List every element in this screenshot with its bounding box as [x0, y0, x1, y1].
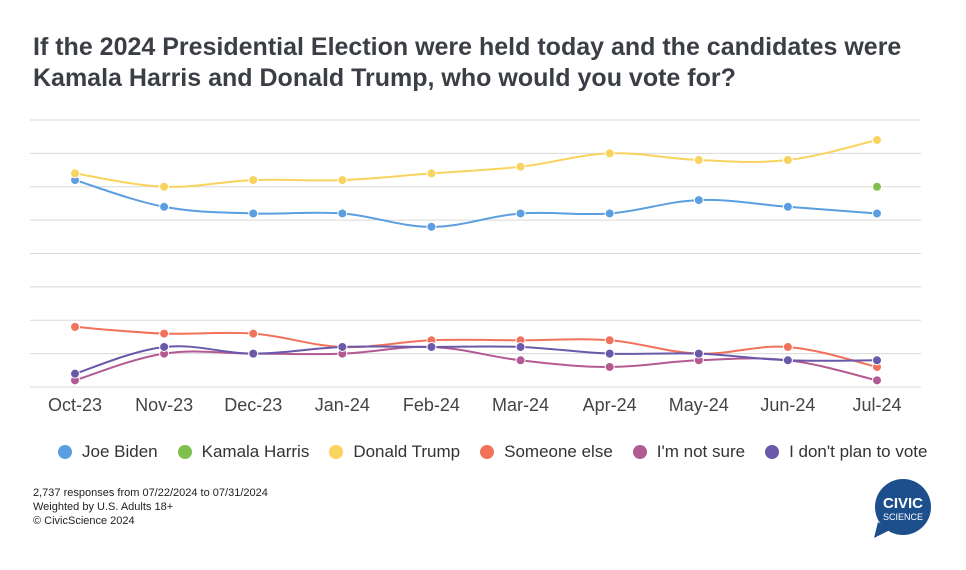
- footnote-copyright: © CivicScience 2024: [33, 515, 135, 527]
- data-point-i-don-t-plan-to-vote: [70, 368, 80, 379]
- data-point-joe-biden: [782, 201, 793, 212]
- x-tick-label: Oct-23: [48, 395, 102, 415]
- data-point-donald-trump: [337, 175, 348, 186]
- chart-title: If the 2024 Presidential Election were h…: [33, 33, 902, 92]
- legend-item-i-don-t-plan-to-vote: I don't plan to vote: [765, 442, 927, 462]
- legend: Joe Biden Kamala Harris Donald Trump Someon…: [58, 440, 947, 464]
- data-point-joe-biden: [604, 208, 615, 219]
- x-tick-label: Nov-23: [135, 395, 193, 415]
- data-point-joe-biden: [159, 201, 170, 212]
- data-point-donald-trump: [515, 161, 526, 172]
- legend-swatch: [58, 445, 72, 459]
- legend-swatch: [329, 445, 344, 459]
- line-chart: Oct-23 Nov-23 Dec-23 Jan-24 Feb-24 Mar-24 Apr-…: [30, 119, 921, 415]
- series-line-i-don-t-plan-to-vote: [74, 345, 878, 375]
- legend-item-joe-biden: Joe Biden: [58, 442, 158, 462]
- data-point-donald-trump: [70, 168, 80, 179]
- footnote: 2,737 responses from 07/22/2024 to 07/31…: [33, 486, 268, 528]
- data-point-i-don-t-plan-to-vote: [604, 348, 615, 359]
- legend-label: I'm not sure: [656, 442, 746, 461]
- data-point-someone-else: [604, 335, 615, 346]
- data-point-i-don-t-plan-to-vote: [248, 348, 259, 359]
- data-point-kamala-harris: [872, 181, 882, 192]
- legend-swatch: [480, 445, 495, 459]
- legend-swatch: [765, 445, 780, 459]
- data-point-donald-trump: [426, 168, 437, 179]
- series-line-someone-else: [74, 325, 878, 368]
- x-tick-label: Mar-24: [492, 395, 549, 415]
- data-point-i-don-t-plan-to-vote: [159, 341, 170, 352]
- data-point-i-don-t-plan-to-vote: [337, 341, 348, 352]
- data-point-donald-trump: [693, 155, 704, 166]
- footnote-responses: 2,737 responses from 07/22/2024 to 07/31…: [33, 487, 268, 499]
- legend-label: Donald Trump: [353, 442, 461, 461]
- legend-label: Joe Biden: [82, 442, 158, 461]
- x-tick-label: Dec-23: [224, 395, 282, 415]
- legend-item-donald-trump: Donald Trump: [329, 442, 460, 462]
- data-point-i-don-t-plan-to-vote: [872, 355, 882, 366]
- logo-text-civic: CIVIC: [883, 495, 923, 512]
- legend-swatch: [177, 445, 192, 459]
- data-point-joe-biden: [515, 208, 526, 219]
- chart-area: Oct-23 Nov-23 Dec-23 Jan-24 Feb-24 Mar-24 Apr-…: [30, 119, 921, 415]
- data-point-donald-trump: [782, 155, 793, 166]
- data-point-i-m-not-sure: [604, 361, 615, 372]
- data-point-joe-biden: [248, 208, 259, 219]
- data-point-i-don-t-plan-to-vote: [782, 355, 793, 366]
- legend-item-i-m-not-sure: I'm not sure: [632, 442, 746, 462]
- civicscience-logo: CIVIC SCIENCE: [872, 478, 934, 540]
- data-point-i-m-not-sure: [515, 355, 526, 366]
- series-line-joe-biden: [74, 179, 878, 228]
- x-tick-label: May-24: [669, 395, 729, 415]
- legend-label: Kamala Harris: [201, 442, 310, 461]
- x-tick-label: Feb-24: [403, 395, 460, 415]
- data-point-i-don-t-plan-to-vote: [515, 341, 526, 352]
- x-tick-label: Jun-24: [760, 395, 815, 415]
- data-point-joe-biden: [337, 208, 348, 219]
- data-point-donald-trump: [159, 181, 170, 192]
- series-line-i-m-not-sure: [74, 345, 878, 382]
- data-point-i-m-not-sure: [872, 375, 882, 386]
- footnote-weighting: Weighted by U.S. Adults 18+: [33, 501, 174, 513]
- data-point-i-don-t-plan-to-vote: [693, 348, 704, 359]
- data-point-someone-else: [248, 328, 259, 339]
- data-point-donald-trump: [872, 135, 882, 146]
- data-point-someone-else: [159, 328, 170, 339]
- data-point-i-don-t-plan-to-vote: [426, 341, 437, 352]
- series-line-donald-trump: [74, 139, 878, 188]
- data-point-donald-trump: [604, 148, 615, 159]
- legend-swatch: [632, 445, 647, 459]
- data-point-joe-biden: [693, 195, 704, 206]
- x-tick-label: Jul-24: [852, 395, 901, 415]
- legend-label: Someone else: [504, 442, 613, 461]
- data-point-donald-trump: [248, 175, 259, 186]
- x-tick-label: Jan-24: [315, 395, 370, 415]
- data-point-someone-else: [782, 341, 793, 352]
- data-point-joe-biden: [872, 208, 882, 219]
- legend-item-kamala-harris: Kamala Harris: [177, 442, 310, 462]
- data-point-joe-biden: [426, 221, 437, 232]
- logo-text-science: SCIENCE: [883, 512, 923, 522]
- data-point-someone-else: [70, 321, 80, 332]
- legend-item-someone-else: Someone else: [480, 442, 613, 462]
- legend-label: I don't plan to vote: [789, 442, 928, 461]
- x-tick-label: Apr-24: [583, 395, 637, 415]
